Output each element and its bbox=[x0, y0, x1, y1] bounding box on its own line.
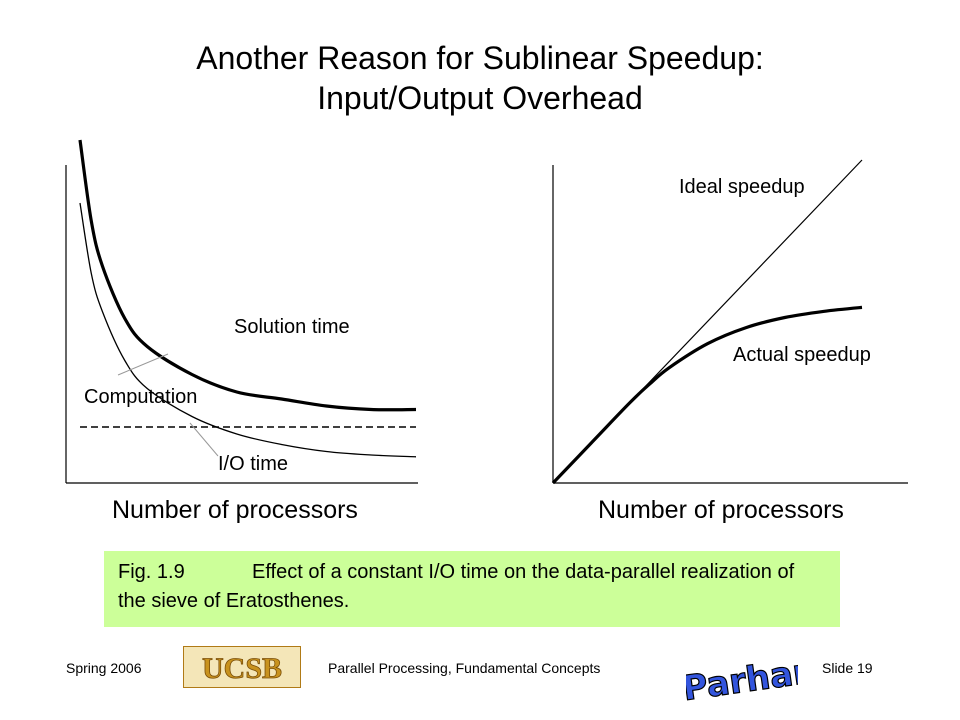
slide-title: Another Reason for Sublinear Speedup: In… bbox=[0, 38, 960, 118]
footer-slide-number: Slide 19 bbox=[822, 660, 873, 676]
solution-time-curve bbox=[78, 139, 417, 412]
computation-curve bbox=[79, 202, 417, 458]
computation-leader-line bbox=[117, 353, 169, 376]
time-chart: Solution time Computation I/O time Numbe… bbox=[65, 139, 418, 524]
footer-date: Spring 2006 bbox=[66, 660, 142, 676]
slide-title-line-1: Another Reason for Sublinear Speedup: bbox=[196, 40, 764, 76]
ideal-speedup-label: Ideal speedup bbox=[679, 176, 805, 198]
speedup-chart-series-group bbox=[551, 159, 863, 485]
figure-caption-text: Effect of a constant I/O time on the dat… bbox=[118, 561, 795, 612]
figure-label: Fig. 1.9 bbox=[118, 561, 185, 583]
time-chart-x-label: Number of processors bbox=[112, 496, 358, 524]
solution-time-label: Solution time bbox=[234, 316, 350, 338]
speedup-chart: Ideal speedup Actual speedup Number of p… bbox=[551, 159, 908, 524]
footer-course-title: Parallel Processing, Fundamental Concept… bbox=[328, 660, 601, 676]
io-time-label: I/O time bbox=[218, 453, 288, 475]
figure-caption: Fig. 1.9 Effect of a constant I/O time on… bbox=[104, 551, 840, 627]
time-chart-series-group bbox=[78, 139, 417, 458]
actual-speedup-curve bbox=[551, 305, 863, 485]
computation-label: Computation bbox=[84, 386, 197, 408]
svg-text:UCSB: UCSB bbox=[202, 652, 282, 685]
io-time-leader-line bbox=[189, 422, 219, 457]
speedup-chart-x-label: Number of processors bbox=[598, 496, 844, 524]
svg-text:B Parhami: B Parhami bbox=[686, 648, 798, 706]
slide-title-line-2: Input/Output Overhead bbox=[317, 80, 643, 116]
ucsb-logo: UCSB bbox=[183, 646, 301, 688]
actual-speedup-label: Actual speedup bbox=[733, 344, 871, 366]
parhami-logo: B Parhami bbox=[686, 648, 798, 706]
